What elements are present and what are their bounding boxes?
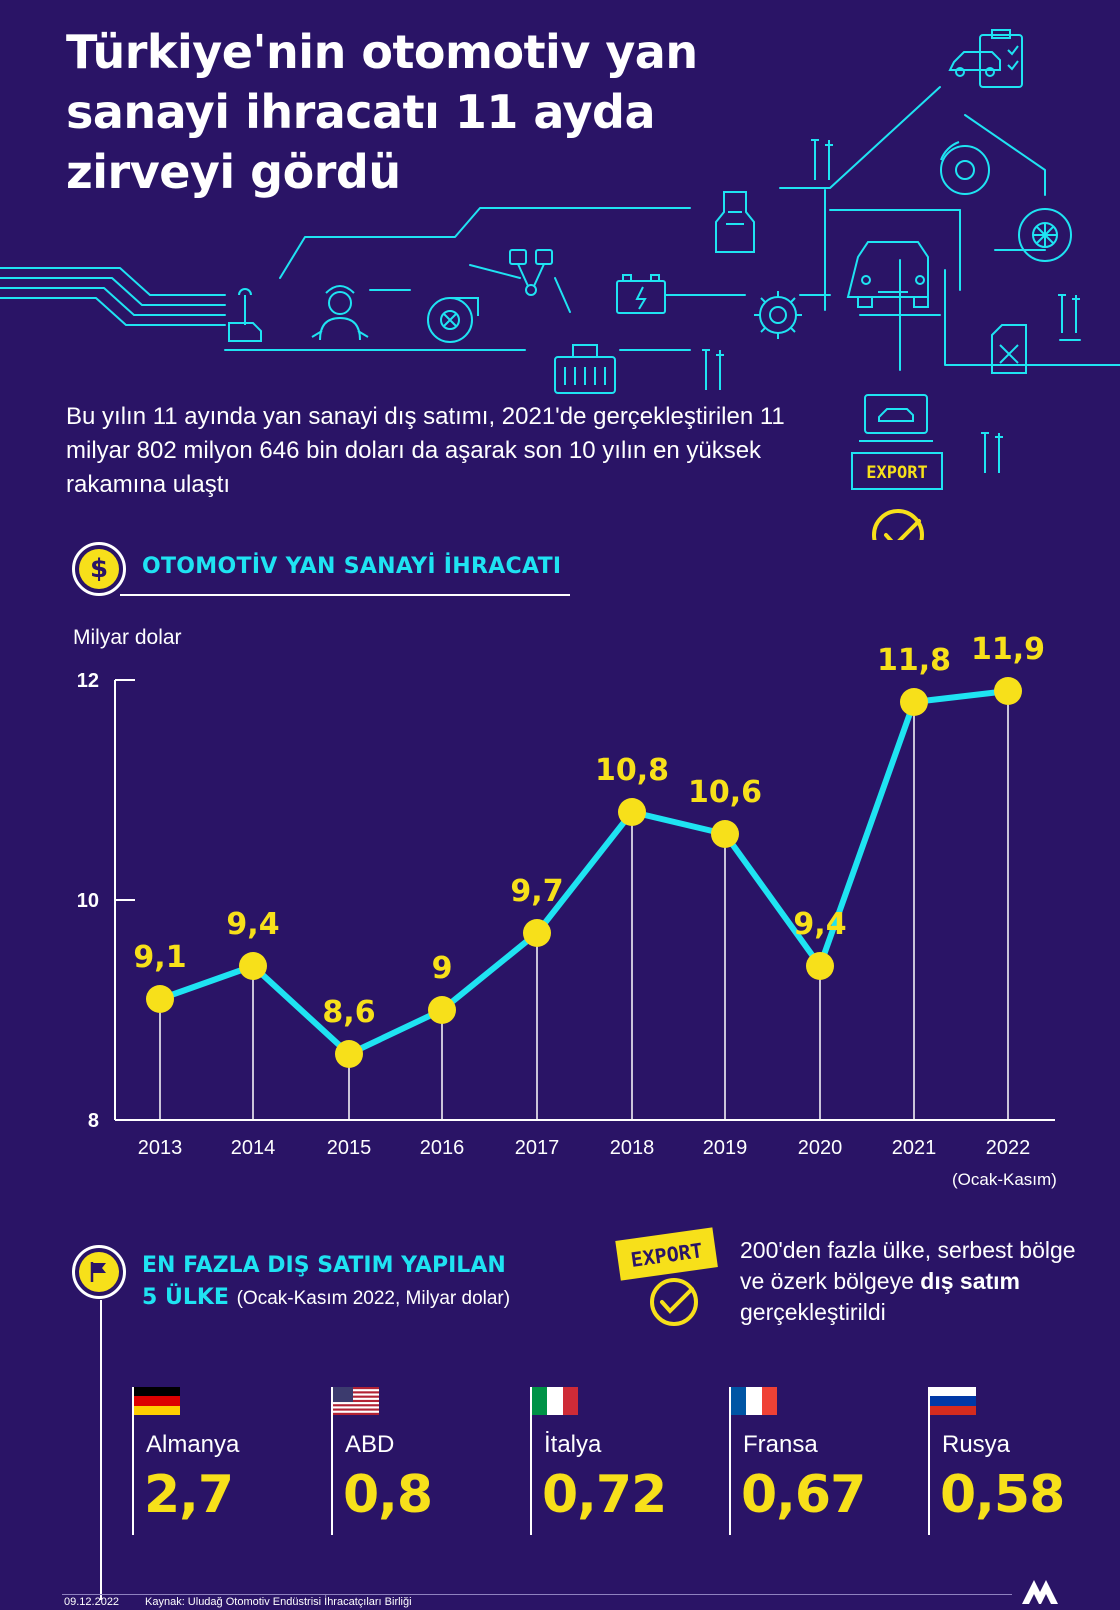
data-point-2021 — [900, 688, 928, 716]
x-tick-label: 2020 — [798, 1137, 843, 1159]
data-point-2014 — [239, 952, 267, 980]
country-value: 2,7 — [144, 1465, 234, 1525]
france-flag-icon — [731, 1387, 777, 1415]
country-value: 0,8 — [343, 1465, 433, 1525]
section-divider — [120, 594, 570, 596]
x-tick-label: 2017 — [515, 1137, 560, 1159]
data-label: 9,7 — [510, 874, 563, 909]
country-card-fransa: Fransa 0,67 — [729, 1387, 909, 1535]
country-name: İtalya — [544, 1431, 602, 1458]
data-label: 11,9 — [971, 632, 1045, 667]
countries-section-subtitle: (Ocak-Kasım 2022, Milyar dolar) — [236, 1288, 511, 1309]
x-tick-label: 2022 — [986, 1137, 1031, 1159]
gear-wrench-icon — [754, 291, 802, 339]
data-label: 10,6 — [688, 775, 762, 810]
chart-note: (Ocak-Kasım) — [952, 1170, 1057, 1189]
x-tick-label: 2018 — [610, 1137, 655, 1159]
germany-flag-icon — [134, 1387, 180, 1415]
data-label: 8,6 — [322, 995, 375, 1030]
y-tick-label: 10 — [77, 890, 99, 912]
data-point-2022 — [994, 677, 1022, 705]
y-tick-label: 8 — [88, 1110, 99, 1132]
x-tick-label: 2015 — [327, 1137, 372, 1159]
x-tick-label: 2013 — [138, 1137, 183, 1159]
piston-icon — [509, 249, 553, 296]
data-label: 9,4 — [226, 907, 279, 942]
data-label: 11,8 — [877, 643, 951, 678]
country-card-abd: ABD 0,8 — [331, 1387, 511, 1535]
automotive-circuit-illustration: EXPORT — [0, 29, 1120, 540]
battery-icon — [616, 274, 666, 314]
turbocharger-icon — [427, 297, 479, 343]
tools-lower-icon — [981, 432, 1003, 473]
y-tick-label: 12 — [77, 670, 99, 692]
aa-logo — [1022, 1580, 1058, 1604]
x-tick-label: 2014 — [231, 1137, 276, 1159]
chart-section-title: OTOMOTİV YAN SANAYİ İHRACATI — [142, 554, 562, 579]
data-point-2017 — [523, 919, 551, 947]
italy-flag-icon — [532, 1387, 578, 1415]
country-value: 0,72 — [542, 1465, 667, 1525]
page-title: Türkiye'nin otomotiv yan sanayi ihracatı… — [66, 25, 698, 199]
data-point-2020 — [806, 952, 834, 980]
russia-flag-icon — [930, 1387, 976, 1415]
tools-right-icon — [1058, 294, 1080, 333]
brake-disc-icon — [940, 141, 990, 195]
flag-icon — [72, 1245, 126, 1299]
export-stamp-icon: EXPORT — [615, 1227, 718, 1326]
data-point-2016 — [428, 996, 456, 1024]
car-front-icon — [846, 241, 929, 308]
data-label: 9,4 — [793, 907, 846, 942]
mechanic-icon — [311, 285, 369, 341]
data-point-2013 — [146, 985, 174, 1013]
data-point-2019 — [711, 820, 739, 848]
countries-section-title: EN FAZLA DIŞ SATIM YAPILAN 5 ÜLKE (Ocak-… — [142, 1253, 511, 1310]
y-axis-unit-label: Milyar dolar — [73, 626, 182, 649]
footer-date: 09.12.2022 — [64, 1596, 120, 1608]
country-name: Almanya — [146, 1431, 240, 1458]
x-tick-label: 2019 — [703, 1137, 748, 1159]
check-circle-icon — [872, 509, 924, 540]
footer-source: Kaynak: Uludağ Otomotiv Endüstrisi İhrac… — [145, 1596, 412, 1608]
country-value: 0,58 — [940, 1465, 1065, 1525]
wheel-icon — [1018, 208, 1072, 262]
country-name: Fransa — [743, 1431, 818, 1458]
car-seat-icon — [715, 191, 755, 253]
footer-divider — [62, 1594, 1012, 1595]
country-card-almanya: Almanya 2,7 — [132, 1387, 312, 1535]
data-point-2018 — [618, 798, 646, 826]
export-note: 200'den fazla ülke, serbest bölge ve öze… — [740, 1237, 1076, 1325]
section-vertical-line — [100, 1300, 102, 1600]
data-point-2015 — [335, 1040, 363, 1068]
country-name: ABD — [345, 1431, 395, 1458]
svg-text:EXPORT: EXPORT — [866, 463, 927, 483]
export-badge: EXPORT — [851, 452, 943, 490]
data-label: 10,8 — [595, 753, 669, 788]
laptop-car-icon — [859, 394, 933, 442]
x-tick-label: 2016 — [420, 1137, 465, 1159]
icon-group — [228, 29, 1080, 473]
country-name: Rusya — [942, 1431, 1011, 1458]
wrench-screwdriver-icon — [811, 139, 833, 180]
country-card-italya: İtalya 0,72 — [530, 1387, 710, 1535]
wrench-hand-icon — [228, 288, 262, 342]
jerrycan-icon — [991, 324, 1027, 374]
subtitle-paragraph: Bu yılın 11 ayında yan sanayi dış satımı… — [66, 403, 785, 498]
line-chart: 9,1 9,4 8,6 9 9,7 10,8 10,6 9,4 11,8 11,9 2013 201… — [77, 632, 1055, 1159]
x-tick-label: 2021 — [892, 1137, 937, 1159]
dollar-icon: $ — [72, 542, 126, 596]
engine-icon — [554, 344, 616, 394]
data-label: 9 — [432, 951, 453, 986]
tools-icon — [702, 349, 724, 390]
country-value: 0,67 — [741, 1465, 866, 1525]
country-card-rusya: Rusya 0,58 — [928, 1387, 1108, 1535]
data-label: 9,1 — [133, 940, 186, 975]
usa-flag-icon — [333, 1387, 379, 1415]
clipboard-car-icon — [948, 29, 1023, 88]
series-line — [157, 688, 1011, 1057]
